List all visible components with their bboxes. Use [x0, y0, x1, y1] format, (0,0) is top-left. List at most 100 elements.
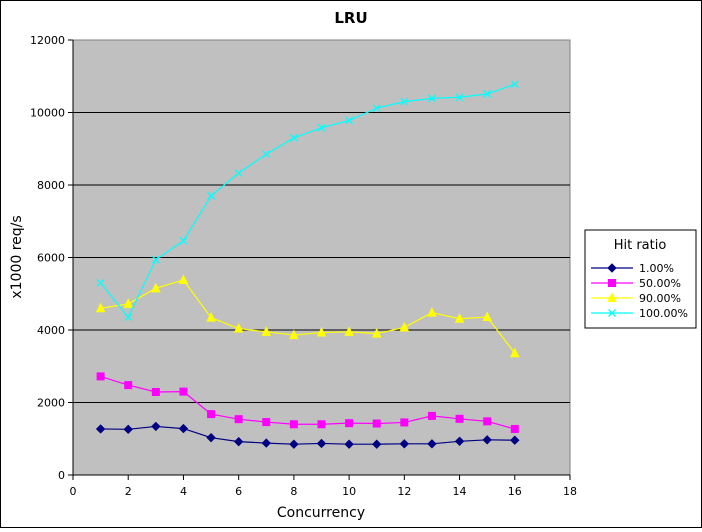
data-point: [316, 438, 327, 449]
data-point: [400, 97, 409, 106]
data-point: [483, 417, 492, 426]
data-point: [178, 423, 189, 434]
series-group: [95, 80, 520, 449]
series-4: [96, 80, 519, 322]
x-tick-label: 2: [125, 485, 132, 498]
data-point: [427, 306, 437, 317]
y-tick-label: 2000: [37, 397, 65, 410]
data-point: [206, 432, 216, 443]
chart-title: LRU: [334, 9, 367, 27]
y-tick-label: 8000: [37, 179, 65, 192]
data-point: [124, 313, 133, 322]
data-point: [483, 90, 492, 98]
x-tick-label: 8: [290, 485, 297, 498]
data-point: [179, 387, 188, 396]
data-point: [399, 321, 410, 332]
x-tick-label: 0: [70, 485, 77, 498]
legend-label: 1.00%: [639, 262, 674, 275]
y-tick-label: 6000: [37, 252, 65, 265]
data-point: [151, 421, 161, 432]
legend-items: 1.00% 50.00% 90.00% 100.00%: [591, 262, 688, 320]
data-point: [372, 419, 381, 428]
series-1: [95, 421, 520, 449]
data-point: [510, 424, 519, 433]
y-tick-label: 4000: [37, 324, 65, 337]
data-point: [482, 435, 492, 445]
data-point: [510, 80, 519, 89]
series-line: [100, 279, 516, 354]
data-point: [372, 104, 381, 113]
data-point: [178, 274, 189, 284]
data-point: [233, 322, 244, 333]
data-point: [289, 329, 299, 340]
data-point: [96, 278, 105, 287]
data-point: [455, 93, 464, 102]
data-point: [400, 418, 409, 427]
legend-label: 100.00%: [639, 307, 688, 320]
y-tick-label: 10000: [30, 107, 65, 120]
data-point: [317, 123, 326, 132]
x-axis-label: Concurrency: [277, 505, 365, 521]
data-point: [207, 410, 216, 419]
series-3: [95, 274, 520, 358]
data-point: [316, 326, 327, 337]
data-point: [289, 439, 299, 449]
data-point: [95, 424, 106, 434]
legend-marker: [608, 309, 616, 317]
data-point: [124, 381, 133, 390]
x-tick-label: 4: [180, 485, 187, 498]
legend-marker: [608, 279, 616, 287]
x-tick-label: 14: [453, 485, 467, 498]
data-point: [151, 387, 160, 396]
data-point: [509, 347, 520, 358]
data-point: [151, 255, 160, 264]
data-point: [482, 311, 492, 321]
data-point: [510, 435, 520, 445]
series-line: [100, 83, 515, 319]
x-tick-label: 16: [508, 485, 522, 498]
data-point: [95, 302, 106, 313]
data-point: [344, 439, 354, 449]
data-point: [427, 411, 436, 420]
data-point: [96, 372, 105, 381]
legend-item: 90.00%: [591, 292, 681, 305]
data-point: [427, 94, 436, 103]
x-tick-label: 18: [563, 485, 577, 498]
legend-box: [584, 229, 697, 329]
data-point: [123, 424, 133, 435]
x-tick-label: 10: [342, 485, 356, 498]
series-2: [96, 372, 519, 433]
data-point: [233, 436, 244, 447]
data-point: [345, 419, 354, 428]
legend-item: 1.00%: [591, 262, 674, 275]
y-axis-label: x1000 req/s: [9, 215, 25, 298]
series-line: [100, 425, 515, 445]
data-point: [206, 312, 216, 322]
data-point: [234, 415, 243, 424]
data-point: [455, 414, 464, 423]
legend: Hit ratio 1.00% 50.00% 90.00% 100.00%: [584, 229, 697, 329]
data-point: [262, 418, 271, 427]
data-point: [427, 439, 437, 449]
legend-marker: [607, 263, 617, 273]
data-point: [454, 436, 465, 446]
data-point: [262, 150, 271, 159]
axes: 0 2000 4000 6000 8000 10000 12000 0 2 4 6 8 10 12 14 16…: [30, 34, 577, 498]
legend-label: 50.00%: [639, 277, 681, 290]
data-point: [261, 438, 271, 448]
data-point: [345, 116, 354, 125]
data-point: [123, 298, 134, 308]
legend-item: 50.00%: [591, 277, 681, 290]
legend-item: 100.00%: [591, 307, 688, 320]
data-point: [289, 133, 298, 142]
legend-marker: [607, 292, 617, 302]
data-point: [179, 236, 188, 245]
data-point: [234, 169, 243, 177]
x-tick-label: 6: [235, 485, 242, 498]
legend-title: Hit ratio: [614, 238, 667, 253]
y-tick-label: 0: [58, 469, 65, 482]
data-point: [317, 420, 326, 429]
data-point: [289, 420, 298, 429]
